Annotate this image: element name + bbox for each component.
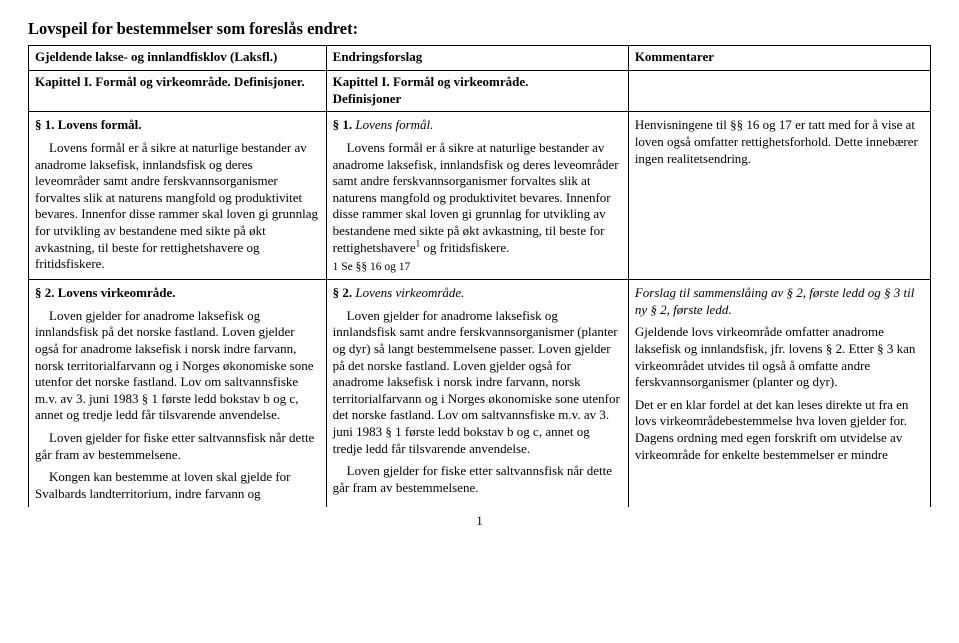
- s2-mid-heading-num: § 2.: [333, 285, 356, 300]
- header-row: Gjeldende lakse- og innlandfisklov (Laks…: [29, 46, 931, 71]
- subheader-row: Kapittel I. Formål og virkeområde. Defin…: [29, 71, 931, 112]
- header-col2: Endringsforslag: [326, 46, 628, 71]
- s2-mid-p2: Loven gjelder for fiske etter saltvannsf…: [333, 463, 622, 496]
- s2-mid-p1: Loven gjelder for anadrome laksefisk og …: [333, 308, 622, 458]
- cell-2-right: Forslag til sammenslåing av § 2, første …: [628, 280, 930, 507]
- page-title: Lovspeil for bestemmelser som foreslås e…: [28, 18, 931, 39]
- header-col3: Kommentarer: [628, 46, 930, 71]
- s2-right-p3: Det er en klar fordel at det kan leses d…: [635, 397, 924, 464]
- s1-footnote: 1 Se §§ 16 og 17: [333, 260, 622, 275]
- s2-right-p1: Forslag til sammenslåing av § 2, første …: [635, 285, 924, 318]
- s1-mid-body-b: og fritidsfiskere.: [420, 240, 509, 255]
- s1-right-body: Henvisningene til §§ 16 og 17 er tatt me…: [635, 117, 924, 167]
- s1-left-heading: § 1. Lovens formål.: [35, 117, 320, 134]
- cell-1-mid: § 1. Lovens formål. Lovens formål er å s…: [326, 112, 628, 280]
- s2-left-heading: § 2. Lovens virkeområde.: [35, 285, 320, 302]
- s1-left-body: Lovens formål er å sikre at naturlige be…: [35, 140, 320, 273]
- cell-1-right: Henvisningene til §§ 16 og 17 er tatt me…: [628, 112, 930, 280]
- s2-left-p3: Kongen kan bestemme at loven skal gjelde…: [35, 469, 320, 502]
- s1-mid-body: Lovens formål er å sikre at naturlige be…: [333, 140, 622, 256]
- comparison-table: Gjeldende lakse- og innlandfisklov (Laks…: [28, 45, 931, 506]
- cell-2-mid: § 2. Lovens virkeområde. Loven gjelder f…: [326, 280, 628, 507]
- row-section-1: § 1. Lovens formål. Lovens formål er å s…: [29, 112, 931, 280]
- s2-mid-heading-title: Lovens virkeområde.: [355, 285, 464, 300]
- s2-left-p2: Loven gjelder for fiske etter saltvannsf…: [35, 430, 320, 463]
- chapter-title-left: Kapittel I. Formål og virkeområde. Defin…: [35, 74, 305, 89]
- s1-mid-heading: § 1. Lovens formål.: [333, 117, 622, 134]
- header-col1: Gjeldende lakse- og innlandfisklov (Laks…: [29, 46, 327, 71]
- subheader-col1: Kapittel I. Formål og virkeområde. Defin…: [29, 71, 327, 112]
- cell-1-left: § 1. Lovens formål. Lovens formål er å s…: [29, 112, 327, 280]
- s1-mid-heading-title: Lovens formål.: [355, 117, 433, 132]
- cell-2-left: § 2. Lovens virkeområde. Loven gjelder f…: [29, 280, 327, 507]
- s1-mid-heading-num: § 1.: [333, 117, 356, 132]
- s2-right-p2: Gjeldende lovs virkeområde omfatter anad…: [635, 324, 924, 391]
- page-number: 1: [28, 513, 931, 530]
- s1-mid-body-a: Lovens formål er å sikre at naturlige be…: [333, 140, 619, 255]
- s2-left-p1: Loven gjelder for anadrome laksefisk og …: [35, 308, 320, 424]
- chapter-title-mid-l2: Definisjoner: [333, 91, 622, 108]
- subheader-col3: [628, 71, 930, 112]
- chapter-title-mid-l1: Kapittel I. Formål og virkeområde.: [333, 74, 622, 91]
- s2-mid-heading: § 2. Lovens virkeområde.: [333, 285, 622, 302]
- subheader-col2: Kapittel I. Formål og virkeområde. Defin…: [326, 71, 628, 112]
- row-section-2: § 2. Lovens virkeområde. Loven gjelder f…: [29, 280, 931, 507]
